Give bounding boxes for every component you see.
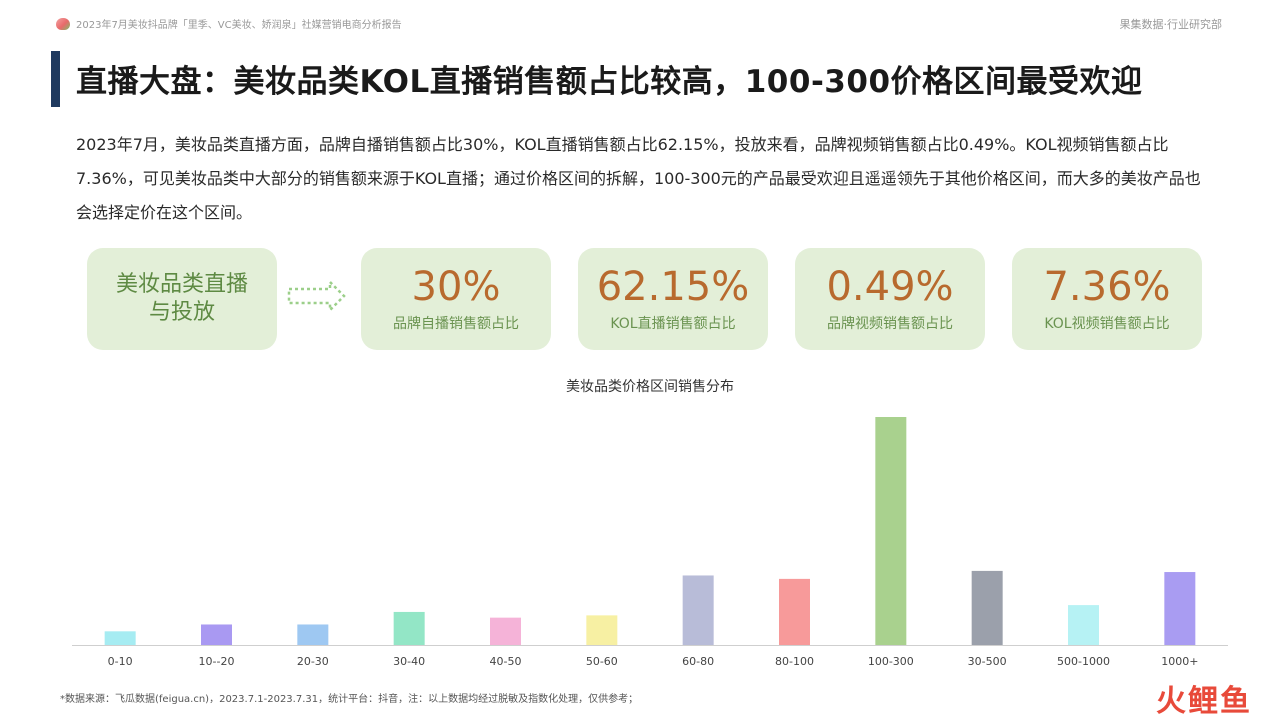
report-title: 2023年7月美妆抖品牌「里季、VC美妆、娇润泉」社媒营销电商分析报告 (76, 20, 402, 31)
x-tick-label: 80-100 (775, 655, 814, 668)
stat-label: KOL直播销售额占比 (610, 316, 736, 332)
stat-value: 0.49% (826, 264, 954, 310)
stat-card-kol-video: 7.36% KOL视频销售额占比 (1012, 248, 1202, 350)
bar-60-80 (682, 575, 714, 645)
stat-label: 品牌自播销售额占比 (393, 316, 519, 332)
x-tick-label: 30-40 (393, 655, 425, 668)
x-tick-label: 40-50 (490, 655, 522, 668)
bar-80-100 (779, 578, 810, 645)
stat-value: 30% (411, 264, 501, 310)
x-tick-label: 0-10 (108, 655, 133, 668)
stat-value: 62.15% (596, 264, 750, 310)
x-tick-label: 100-300 (868, 655, 914, 668)
stat-value: 7.36% (1043, 264, 1171, 310)
category-card-line2: 与投放 (148, 300, 215, 325)
stat-card-kol-live: 62.15% KOL直播销售额占比 (578, 248, 768, 350)
x-tick-label: 1000+ (1161, 655, 1198, 668)
bar-50-60 (586, 615, 618, 645)
bar-100-300 (875, 417, 907, 645)
dotted-arrow-icon (287, 279, 346, 313)
bar-10--20 (201, 624, 232, 645)
price-range-bar-chart: 0-10 10--20 20-30 30-40 40-50 50-60 60-80 80-10… (72, 417, 1228, 668)
bar-40-50 (490, 617, 521, 645)
stat-label: 品牌视频销售额占比 (827, 316, 953, 332)
page-title: 直播大盘：美妆品类KOL直播销售额占比较高，100-300价格区间最受欢迎 (76, 64, 1143, 100)
bar-30-500 (971, 570, 1003, 645)
description-text: 2023年7月，美妆品类直播方面，品牌自播销售额占比30%，KOL直播销售额占比… (76, 135, 1201, 222)
x-tick-label: 20-30 (297, 655, 329, 668)
x-tick-label: 50-60 (586, 655, 618, 668)
x-tick-label: 60-80 (682, 655, 714, 668)
chart-title: 美妆品类价格区间销售分布 (566, 379, 734, 395)
logo-icon (56, 17, 70, 30)
brand-watermark: 火鲤鱼 (1156, 684, 1252, 719)
stat-label: KOL视频销售额占比 (1044, 316, 1170, 332)
data-source-footnote: *数据来源：飞瓜数据(feigua.cn)，2023.7.1-2023.7.31… (60, 694, 639, 705)
stat-card-brand-video: 0.49% 品牌视频销售额占比 (795, 248, 985, 350)
stat-card-brand-live: 30% 品牌自播销售额占比 (361, 248, 551, 350)
bar-1000+ (1164, 572, 1196, 645)
bar-20-30 (297, 624, 329, 645)
x-tick-label: 10--20 (199, 655, 235, 668)
category-card-line1: 美妆品类直播 (115, 272, 248, 297)
bar-0-10 (104, 631, 136, 645)
bar-30-40 (393, 611, 425, 645)
x-tick-label: 500-1000 (1057, 655, 1110, 668)
x-tick-label: 30-500 (968, 655, 1007, 668)
bar-500-1000 (1068, 605, 1099, 645)
title-accent-bar (51, 51, 60, 107)
category-card: 美妆品类直播 与投放 (87, 248, 277, 350)
report-header: 2023年7月美妆抖品牌「里季、VC美妆、娇润泉」社媒营销电商分析报告 (56, 16, 402, 31)
source-label: 果集数据·行业研究部 (1119, 18, 1223, 31)
